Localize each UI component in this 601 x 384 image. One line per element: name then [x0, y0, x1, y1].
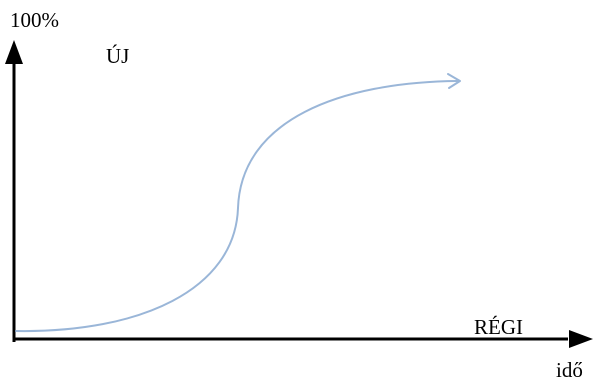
s-curve-arrowhead: [447, 73, 461, 89]
x-axis-label: idő: [556, 358, 583, 382]
s-curve: [15, 80, 459, 333]
y-axis-arrowhead: [5, 40, 23, 64]
x-axis-arrowhead: [569, 330, 593, 348]
y-axis-top-label: 100%: [10, 8, 59, 32]
new-label: ÚJ: [106, 44, 130, 68]
old-label: RÉGI: [474, 315, 523, 339]
